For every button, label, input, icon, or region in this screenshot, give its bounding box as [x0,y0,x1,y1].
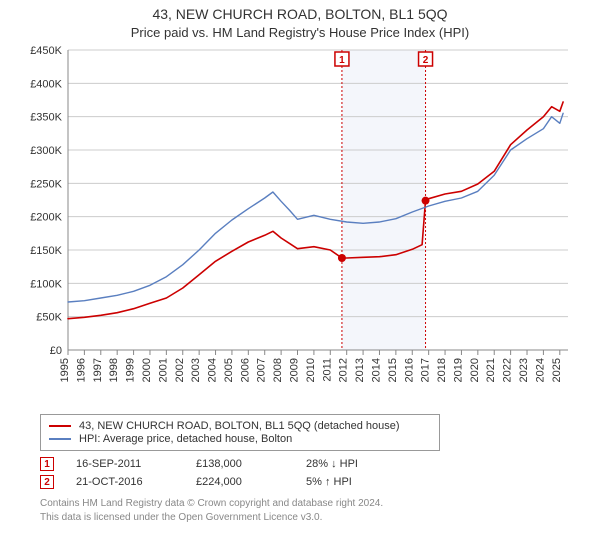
x-tick-label: 2003 [190,358,202,382]
series-hpi [68,113,563,302]
legend-label: HPI: Average price, detached house, Bolt… [79,433,292,445]
x-tick-label: 2018 [436,358,448,382]
x-tick-label: 1999 [125,358,137,382]
x-tick-label: 2008 [272,358,284,382]
x-tick-label: 1995 [59,358,71,382]
legend: 43, NEW CHURCH ROAD, BOLTON, BL1 5QQ (de… [40,414,440,451]
x-tick-label: 2017 [420,358,432,382]
x-tick-label: 2010 [305,358,317,382]
x-tick-label: 2025 [551,358,563,382]
footer-line-2: This data is licensed under the Open Gov… [40,511,560,525]
x-tick-label: 2022 [502,358,514,382]
transaction-marker: 2 [40,475,54,489]
legend-swatch [49,438,71,440]
chart-title-block: 43, NEW CHURCH ROAD, BOLTON, BL1 5QQ Pri… [0,0,600,40]
footer-line-1: Contains HM Land Registry data © Crown c… [40,497,560,511]
y-tick-label: £250K [30,178,62,190]
event-marker-number: 2 [423,55,429,66]
x-tick-label: 2013 [354,358,366,382]
y-tick-label: £100K [30,278,62,290]
transaction-row: 1 16-SEP-2011£138,00028% ↓ HPI [40,457,560,471]
x-tick-label: 2001 [157,358,169,382]
x-tick-label: 2014 [370,358,382,382]
x-tick-label: 2004 [207,358,219,382]
legend-row: 43, NEW CHURCH ROAD, BOLTON, BL1 5QQ (de… [49,420,431,432]
x-tick-label: 2006 [239,358,251,382]
transaction-hpi-delta: 28% ↓ HPI [306,458,406,470]
transaction-row: 2 21-OCT-2016£224,0005% ↑ HPI [40,475,560,489]
y-tick-label: £300K [30,145,62,157]
x-tick-label: 2009 [289,358,301,382]
chart-title-address: 43, NEW CHURCH ROAD, BOLTON, BL1 5QQ [0,6,600,22]
x-tick-label: 2024 [534,358,546,382]
x-tick-label: 2007 [256,358,268,382]
transaction-hpi-delta: 5% ↑ HPI [306,476,406,488]
x-tick-label: 2021 [485,358,497,382]
footer-attribution: Contains HM Land Registry data © Crown c… [40,497,560,524]
transaction-band [342,50,426,350]
x-tick-label: 2002 [174,358,186,382]
x-tick-label: 2011 [321,358,333,382]
event-marker-number: 1 [339,55,345,66]
x-tick-label: 1996 [75,358,87,382]
transaction-price: £224,000 [196,476,306,488]
price-chart-svg: £0 £50K £100K £150K £200K £250K £300K £350K £400… [20,40,580,410]
legend-row: HPI: Average price, detached house, Bolt… [49,433,431,445]
x-tick-label: 1997 [92,358,104,382]
transaction-table: 1 16-SEP-2011£138,00028% ↓ HPI 2 21-OCT-201… [40,457,560,489]
y-tick-label: £200K [30,212,62,224]
chart-area: £0 £50K £100K £150K £200K £250K £300K £350K £400… [20,40,580,410]
legend-label: 43, NEW CHURCH ROAD, BOLTON, BL1 5QQ (de… [79,420,400,432]
y-tick-label: £400K [30,78,62,90]
x-tick-label: 2020 [469,358,481,382]
x-tick-label: 2015 [387,358,399,382]
transaction-marker: 1 [40,457,54,471]
y-tick-label: £0 [50,345,62,357]
transaction-date: 21-OCT-2016 [76,476,196,488]
y-tick-label: £150K [30,245,62,257]
transaction-price: £138,000 [196,458,306,470]
x-tick-label: 2023 [518,358,530,382]
y-tick-label: £50K [36,312,62,324]
x-tick-label: 2000 [141,358,153,382]
transaction-date: 16-SEP-2011 [76,458,196,470]
chart-subtitle: Price paid vs. HM Land Registry's House … [0,25,600,40]
series-property [68,102,563,319]
x-tick-label: 2016 [403,358,415,382]
x-tick-label: 2019 [452,358,464,382]
x-tick-label: 2012 [338,358,350,382]
y-tick-label: £350K [30,112,62,124]
x-tick-label: 1998 [108,358,120,382]
x-tick-label: 2005 [223,358,235,382]
y-tick-label: £450K [30,45,62,57]
legend-swatch [49,425,71,427]
